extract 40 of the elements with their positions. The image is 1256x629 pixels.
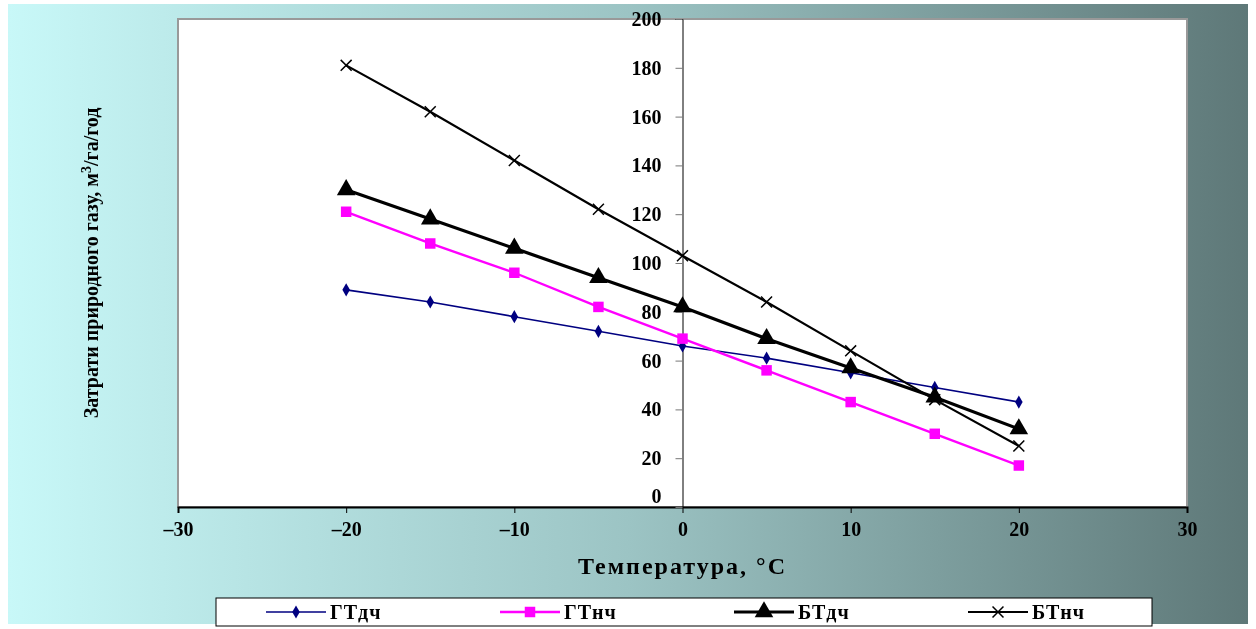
y-tick-label: 20 — [641, 447, 662, 470]
y-tick-label: 200 — [631, 7, 662, 30]
x-tick-label: –10 — [498, 518, 530, 540]
point — [761, 365, 772, 376]
y-tick-label: 160 — [631, 105, 662, 128]
point — [339, 59, 353, 72]
y-tick-label: 100 — [631, 251, 662, 274]
x-tick-label: –20 — [330, 518, 362, 540]
y-tick-label: 40 — [641, 398, 662, 421]
point — [508, 154, 521, 167]
y-tick-label: 140 — [631, 154, 662, 177]
y-tick-label: 180 — [631, 56, 662, 79]
point — [845, 396, 856, 408]
x-tick-label: 10 — [841, 518, 862, 540]
x-tick-label: 30 — [1177, 518, 1198, 540]
legend-label: ГТдч — [330, 601, 382, 623]
legend-label: БТдч — [798, 601, 850, 623]
point — [760, 295, 773, 309]
legend-label: БТнч — [1032, 601, 1086, 623]
point — [592, 203, 605, 216]
x-axis-title: Температура, °C — [577, 553, 788, 579]
y-tick-label: 0 — [651, 484, 662, 507]
point — [844, 344, 857, 358]
point — [677, 333, 688, 344]
x-tick-label: 0 — [678, 518, 688, 540]
point — [1013, 460, 1025, 471]
point — [425, 238, 436, 249]
legend-label: ГТнч — [564, 601, 617, 623]
x-tick-label: 20 — [1009, 518, 1030, 540]
point — [929, 428, 940, 440]
x-tick-label: –30 — [162, 518, 194, 540]
point — [424, 105, 437, 118]
point — [340, 206, 352, 217]
y-tick-label: 120 — [631, 203, 662, 226]
y-tick-label: 60 — [641, 349, 662, 372]
point — [509, 267, 520, 278]
point — [593, 301, 604, 313]
point — [676, 249, 689, 262]
point — [1012, 439, 1026, 453]
y-tick-label: 80 — [641, 300, 662, 323]
